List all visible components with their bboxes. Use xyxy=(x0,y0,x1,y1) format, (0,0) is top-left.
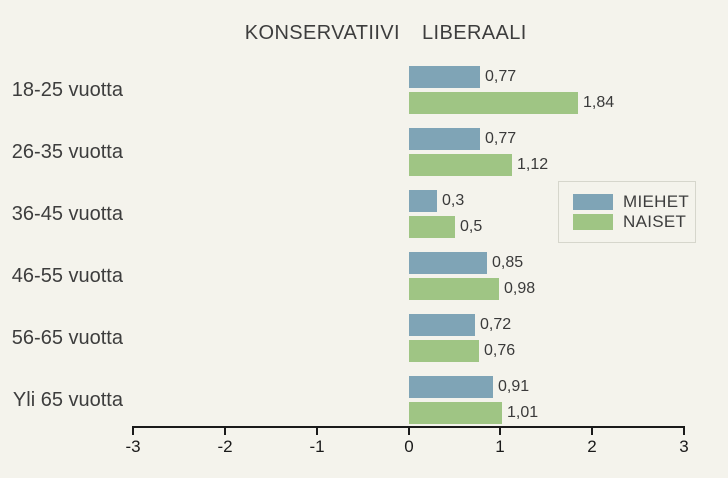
legend-swatch-miehet xyxy=(573,194,613,210)
x-axis-tick xyxy=(408,426,410,435)
category-label: 36-45 vuotta xyxy=(11,202,123,225)
bar-naiset xyxy=(409,154,512,176)
legend-swatch-naiset xyxy=(573,214,613,230)
x-axis-tick xyxy=(683,426,685,435)
bar-value-label: 0,77 xyxy=(485,68,517,85)
bar-value-label: 0,72 xyxy=(480,316,512,333)
bar-value-label: 0,85 xyxy=(492,254,524,271)
bar-value-label: 1,01 xyxy=(507,404,539,421)
legend-label-miehet: MIEHET xyxy=(623,192,690,211)
bar-naiset xyxy=(409,216,455,238)
chart-title-liberal: LIBERAALI xyxy=(422,22,527,44)
bar-miehet xyxy=(409,252,487,274)
chart-title-conservative: KONSERVATIIVI xyxy=(244,22,400,44)
x-axis-tick-label: 2 xyxy=(587,437,597,456)
x-axis-tick-label: 1 xyxy=(495,437,505,456)
x-axis-tick-label: -2 xyxy=(217,437,233,456)
bar-miehet xyxy=(409,314,475,336)
x-axis-tick xyxy=(132,426,134,435)
category-label: 26-35 vuotta xyxy=(11,140,123,163)
x-axis-tick xyxy=(591,426,593,435)
legend-item-naiset: NAISET xyxy=(573,212,695,231)
legend: MIEHET NAISET xyxy=(558,181,696,243)
category-label: 56-65 vuotta xyxy=(11,326,123,349)
bar-value-label: 0,77 xyxy=(485,130,517,147)
legend-label-naiset: NAISET xyxy=(623,212,687,231)
category-label: 18-25 vuotta xyxy=(11,78,123,101)
bar-miehet xyxy=(409,66,480,88)
x-axis-tick xyxy=(499,426,501,435)
bar-miehet xyxy=(409,376,493,398)
x-axis-tick-label: -1 xyxy=(309,437,325,456)
x-axis-tick-label: 0 xyxy=(404,437,414,456)
x-axis-tick xyxy=(224,426,226,435)
x-axis-tick-label: -3 xyxy=(125,437,141,456)
bar-value-label: 1,12 xyxy=(517,156,549,173)
bar-miehet xyxy=(409,190,437,212)
x-axis-tick-label: 3 xyxy=(679,437,689,456)
bar-value-label: 0,5 xyxy=(460,218,483,235)
bar-value-label: 0,76 xyxy=(484,342,516,359)
bar-naiset xyxy=(409,402,502,424)
bar-naiset xyxy=(409,92,578,114)
category-label: 46-55 vuotta xyxy=(11,264,123,287)
bar-value-label: 0,3 xyxy=(442,192,465,209)
legend-item-miehet: MIEHET xyxy=(573,192,695,211)
bar-value-label: 0,91 xyxy=(498,378,530,395)
bar-value-label: 1,84 xyxy=(583,94,615,111)
bar-naiset xyxy=(409,278,499,300)
bar-value-label: 0,98 xyxy=(504,280,536,297)
category-label: Yli 65 vuotta xyxy=(12,388,123,411)
bar-naiset xyxy=(409,340,479,362)
x-axis-tick xyxy=(316,426,318,435)
bar-miehet xyxy=(409,128,480,150)
